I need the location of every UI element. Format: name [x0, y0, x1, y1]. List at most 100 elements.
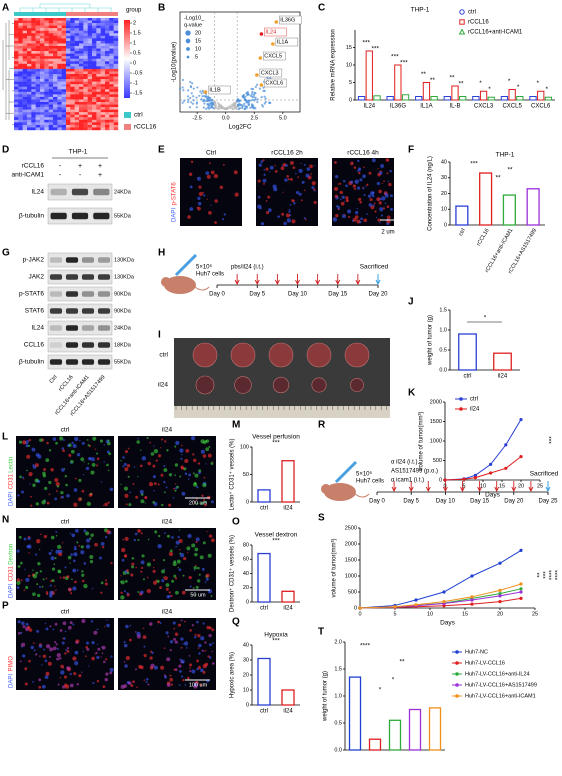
- heatmap-cell: [53, 109, 58, 113]
- heatmap-cell: [87, 109, 93, 113]
- heatmap-cell: [40, 48, 45, 52]
- micrograph-signal: [26, 454, 31, 459]
- heatmap-cell: [109, 61, 114, 65]
- significance: *: [517, 84, 520, 91]
- micrograph-signal: [177, 567, 180, 569]
- gene-dot: [220, 106, 223, 110]
- micrograph-signal: [36, 593, 41, 598]
- heatmap-cell: [70, 117, 75, 121]
- micrograph-signal: [106, 623, 110, 628]
- micrograph-signal: [69, 532, 72, 535]
- heatmap-cell: [79, 76, 84, 80]
- micrograph-signal: [167, 635, 170, 638]
- heatmap-cell: [14, 86, 19, 90]
- micrograph-signal: [269, 165, 274, 170]
- micrograph-signal: [163, 491, 166, 494]
- heatmap-cell: [105, 89, 110, 93]
- heatmap-cell: [113, 20, 119, 24]
- dose-arrow: [391, 481, 397, 493]
- micrograph-signal: [156, 579, 160, 583]
- heatmap-cell: [96, 30, 101, 34]
- micrograph-signal: [174, 445, 177, 448]
- x-tick-label: ctrl: [458, 228, 467, 237]
- micrograph-signal: [39, 548, 41, 551]
- heatmap-cell: [48, 124, 54, 128]
- heatmap-cell: [44, 109, 49, 113]
- heatmap-cell: [53, 20, 58, 24]
- micrograph-signal: [183, 620, 186, 623]
- micrograph-signal: [73, 502, 78, 507]
- micrograph-signal: [123, 684, 128, 688]
- y-tick-label: 1000: [345, 573, 357, 579]
- heatmap-cell: [44, 38, 49, 42]
- heatmap-cell: [27, 104, 32, 108]
- gene-dot: [192, 87, 195, 90]
- heatmap-cell: [44, 61, 49, 65]
- heatmap-cell: [100, 86, 106, 90]
- heatmap-cell: [100, 79, 106, 82]
- y-axis-label: Lectin⁺ CD31⁺ vessels (%): [229, 438, 236, 510]
- heatmap-cell: [105, 76, 110, 80]
- micrograph-signal: [45, 591, 49, 594]
- micrograph-signal: [76, 683, 80, 686]
- gene-dot: [264, 97, 267, 100]
- blot-band: [81, 325, 95, 331]
- micrograph-signal: [359, 178, 363, 182]
- micrograph-signal: [100, 481, 103, 483]
- heatmap-cell: [35, 71, 41, 75]
- heatmap-cell: [83, 51, 88, 54]
- heatmap-cell: [96, 86, 101, 90]
- heatmap-cell: [113, 28, 119, 31]
- x-tick-label: 10: [480, 483, 486, 489]
- micrograph-signal: [59, 677, 62, 679]
- heatmap-cell: [113, 84, 119, 87]
- heatmap-cell: [83, 38, 88, 42]
- micrograph-signal: [138, 664, 143, 669]
- micrograph-signal: [153, 445, 155, 447]
- micrograph-signal: [189, 667, 191, 669]
- y-axis-label: Concentration of IL24 (ng/L): [428, 156, 434, 231]
- heatmap-cell: [14, 35, 19, 39]
- y-tick-label: 0: [246, 499, 249, 505]
- panel-label: C: [318, 3, 325, 14]
- y-tick-label: 80: [243, 542, 249, 548]
- micrograph-signal: [48, 449, 52, 452]
- heatmap-cell: [70, 61, 75, 65]
- heatmap-cell: [87, 122, 93, 126]
- micrograph-signal: [180, 675, 184, 678]
- heatmap-cell: [70, 124, 75, 128]
- micrograph-signal: [386, 205, 390, 209]
- micrograph-signal: [175, 540, 180, 545]
- heatmap-cell: [22, 43, 28, 47]
- micrograph-signal: [63, 637, 66, 640]
- micrograph-signal: [152, 464, 156, 468]
- micrograph-signal: [44, 659, 48, 663]
- micrograph-signal: [148, 482, 154, 487]
- y-axis-label: Hypoxic area (%): [230, 652, 236, 698]
- y-tick-label: 500: [348, 589, 357, 595]
- micrograph-signal: [51, 549, 53, 552]
- micrograph-signal: [262, 159, 265, 162]
- micrograph-signal: [124, 555, 127, 558]
- x-tick-label: rCCL16: [476, 228, 491, 247]
- heatmap-cell: [96, 96, 101, 100]
- micrograph-signal: [66, 575, 70, 579]
- blot-band: [81, 359, 95, 365]
- heatmap-cell: [66, 94, 71, 98]
- heatmap-cell: [83, 96, 88, 100]
- heatmap-cell: [40, 71, 45, 75]
- bar: [537, 90, 545, 101]
- legend-marker: [458, 28, 466, 35]
- legend-size: [185, 38, 191, 44]
- heatmap-cell: [79, 66, 84, 70]
- micrograph-signal: [287, 178, 290, 181]
- x-tick-label: il24: [283, 506, 293, 512]
- y-tick-label: 0: [246, 702, 249, 708]
- micrograph-signal: [159, 586, 163, 590]
- heatmap-cell: [27, 28, 32, 31]
- micrograph-signal: [194, 593, 197, 596]
- legend-label: rCCL16: [134, 124, 157, 131]
- heatmap-cell: [113, 71, 119, 75]
- heatmap-cell: [96, 112, 101, 115]
- heatmap-cell: [109, 56, 114, 59]
